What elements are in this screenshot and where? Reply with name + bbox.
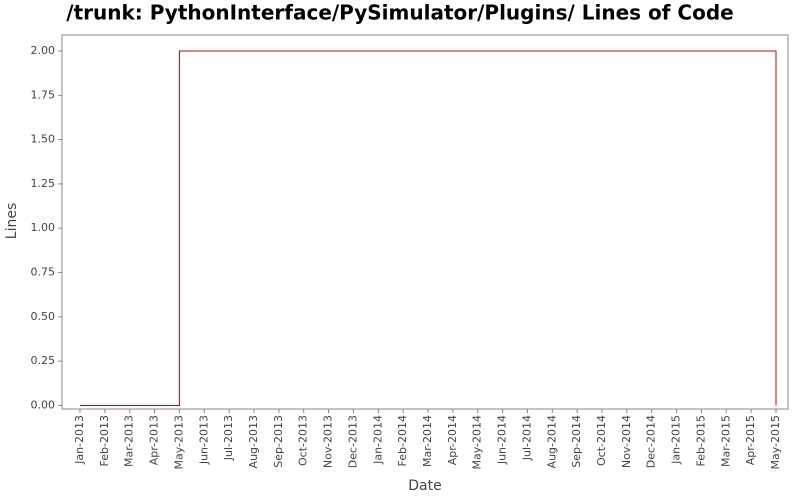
x-tick-label: Dec-2013: [346, 415, 359, 468]
y-tick-label: 0.50: [31, 310, 56, 323]
y-tick-label: 2.00: [31, 44, 56, 57]
x-tick-label: Aug-2014: [545, 415, 558, 468]
line: [80, 50, 777, 406]
x-tick-label: Jun-2013: [197, 415, 210, 465]
x-tick-label: Jun-2014: [496, 415, 509, 465]
x-tick-label: Mar-2015: [719, 415, 732, 467]
x-tick-label: Jul-2013: [222, 415, 235, 461]
x-tick-label: Sep-2013: [272, 415, 285, 468]
x-tick-label: May-2015: [769, 415, 782, 470]
x-tick-label: May-2013: [172, 415, 185, 470]
y-tick-label: 0.00: [31, 398, 56, 411]
x-tick-label: Apr-2014: [446, 415, 459, 465]
x-tick-label: Jul-2014: [520, 415, 533, 461]
y-tick-label: 1.75: [31, 88, 56, 101]
x-tick-label: Dec-2014: [645, 415, 658, 468]
x-tick-label: Feb-2015: [694, 415, 707, 466]
x-tick-label: Aug-2013: [247, 415, 260, 468]
x-tick-label: Jan-2013: [73, 415, 86, 465]
x-tick-label: Jan-2015: [670, 415, 683, 465]
x-tick-label: Apr-2013: [148, 415, 161, 465]
x-tick-label: Oct-2013: [297, 415, 310, 466]
y-axis-label: Lines: [4, 203, 20, 239]
x-tick-label: Feb-2013: [98, 415, 111, 466]
x-tick-label: Mar-2013: [123, 415, 136, 467]
x-axis-label: Date: [408, 478, 441, 494]
x-tick-label: Feb-2014: [396, 415, 409, 466]
x-tick-label: Jan-2014: [371, 415, 384, 465]
y-tick-label: 1.00: [31, 221, 56, 234]
chart-title: /trunk: PythonInterface/PySimulator/Plug…: [66, 1, 733, 25]
x-tick-label: Apr-2015: [744, 415, 757, 465]
y-tick-label: 1.25: [31, 177, 56, 190]
y-tick-label: 0.25: [31, 354, 56, 367]
x-tick-label: Sep-2014: [570, 415, 583, 468]
plot-area: [61, 34, 789, 410]
x-tick-label: Nov-2014: [620, 415, 633, 468]
y-tick-label: 1.50: [31, 133, 56, 146]
x-tick-label: Nov-2013: [322, 415, 335, 468]
x-tick-label: Mar-2014: [421, 415, 434, 467]
x-tick-label: May-2014: [471, 415, 484, 470]
y-tick-label: 0.75: [31, 266, 56, 279]
x-tick-label: Oct-2014: [595, 415, 608, 466]
